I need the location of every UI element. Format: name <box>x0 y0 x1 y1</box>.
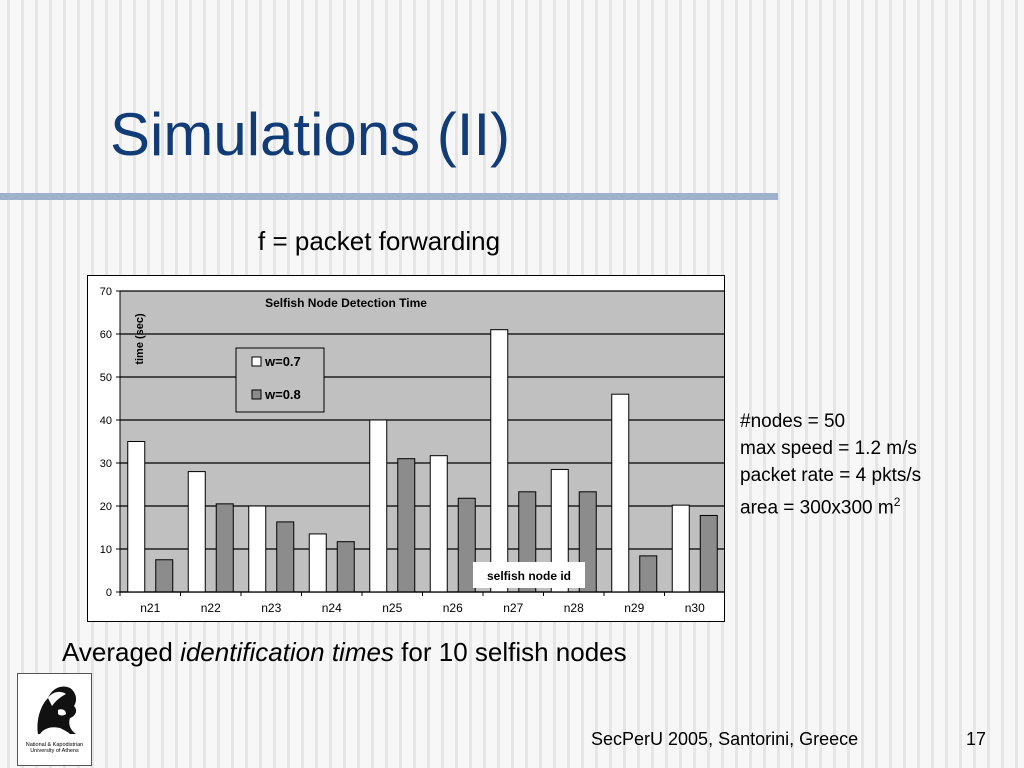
x-axis-label-box <box>473 562 585 588</box>
athena-head-icon <box>37 686 77 734</box>
plot-area <box>120 291 724 592</box>
param-area-text: area = 300x300 m <box>740 497 894 519</box>
x-tick-label: n30 <box>685 601 705 615</box>
param-area: area = 300x300 m2 <box>740 489 921 521</box>
x-tick-label: n25 <box>382 601 402 615</box>
y-tick-label: 10 <box>100 544 112 556</box>
x-tick-label: n24 <box>322 601 342 615</box>
bar-w=0.8 <box>276 521 295 593</box>
caption-post: for 10 selfish nodes <box>393 637 627 667</box>
bar-w=0.7 <box>308 533 327 593</box>
slide-caption: Averaged identification times for 10 sel… <box>62 637 627 668</box>
param-max-speed: max speed = 1.2 m/s <box>740 438 917 459</box>
param-nodes: #nodes = 50 <box>740 411 846 432</box>
title-divider <box>0 193 778 200</box>
simulation-parameters: #nodes = 50 max speed = 1.2 m/s packet r… <box>740 408 921 521</box>
logo-line-1: National & Kapodistrian <box>25 742 84 748</box>
bar-w=0.7 <box>187 471 206 593</box>
y-tick-label: 0 <box>106 587 112 599</box>
x-tick-label: n22 <box>201 601 221 615</box>
y-tick-label: 70 <box>100 286 112 298</box>
legend-swatch-w=0.8 <box>251 389 262 400</box>
page-number: 17 <box>966 729 987 749</box>
x-tick-label: n29 <box>624 601 644 615</box>
y-tick-label: 60 <box>100 329 112 341</box>
legend-swatch-w=0.7 <box>251 356 262 367</box>
bar-w=0.8 <box>397 458 416 593</box>
y-tick-label: 30 <box>100 458 112 470</box>
slide-title: Simulations (II) <box>110 101 511 168</box>
x-tick-label: n27 <box>503 601 523 615</box>
bar-w=0.8 <box>215 503 234 593</box>
y-tick-label: 20 <box>100 501 112 513</box>
y-tick-label: 40 <box>100 415 112 427</box>
bar-w=0.7 <box>248 505 267 593</box>
university-logo: National & Kapodistrian University of At… <box>17 673 92 766</box>
bar-w=0.7 <box>369 419 388 593</box>
chart-subtitle: f = packet forwarding <box>258 226 501 256</box>
footer-text: SecPerU 2005, Santorini, Greece <box>591 729 859 749</box>
x-tick-label: n21 <box>140 601 160 615</box>
legend-label: w=0.7 <box>264 354 301 369</box>
legend-box <box>235 347 325 413</box>
param-area-exponent: 2 <box>893 495 901 509</box>
x-axis-label: selfish node id <box>487 569 571 583</box>
x-tick-label: n28 <box>564 601 584 615</box>
x-tick-label: n23 <box>261 601 281 615</box>
bar-w=0.8 <box>457 497 476 593</box>
chart-title: Selfish Node Detection Time <box>265 296 427 310</box>
bar-w=0.8 <box>639 555 658 593</box>
bar-w=0.7 <box>490 329 509 593</box>
bar-w=0.7 <box>127 441 146 593</box>
bar-w=0.7 <box>429 455 448 593</box>
param-packet-rate: packet rate = 4 pkts/s <box>740 465 922 486</box>
y-tick-label: 50 <box>100 372 112 384</box>
bar-w=0.8 <box>699 514 718 593</box>
bar-w=0.7 <box>671 504 690 593</box>
bar-w=0.8 <box>336 541 355 593</box>
caption-pre: Averaged <box>62 637 181 667</box>
bar-chart: 0 10 20 30 40 50 60 70 n21 n22 n23 n24 n25 n26 n27 n28 n… <box>100 286 724 615</box>
x-tick-label: n26 <box>443 601 463 615</box>
legend-label: w=0.8 <box>264 387 301 402</box>
bar-w=0.8 <box>155 559 174 593</box>
logo-line-2: University of Athens <box>30 748 79 754</box>
caption-italic: identification times <box>180 637 394 667</box>
chart-panel: 0 10 20 30 40 50 60 70 n21 n22 n23 n24 n25 n26 n27 n28 n… <box>87 275 725 622</box>
y-axis-label: time (sec) <box>134 313 146 365</box>
bar-w=0.7 <box>611 393 630 593</box>
